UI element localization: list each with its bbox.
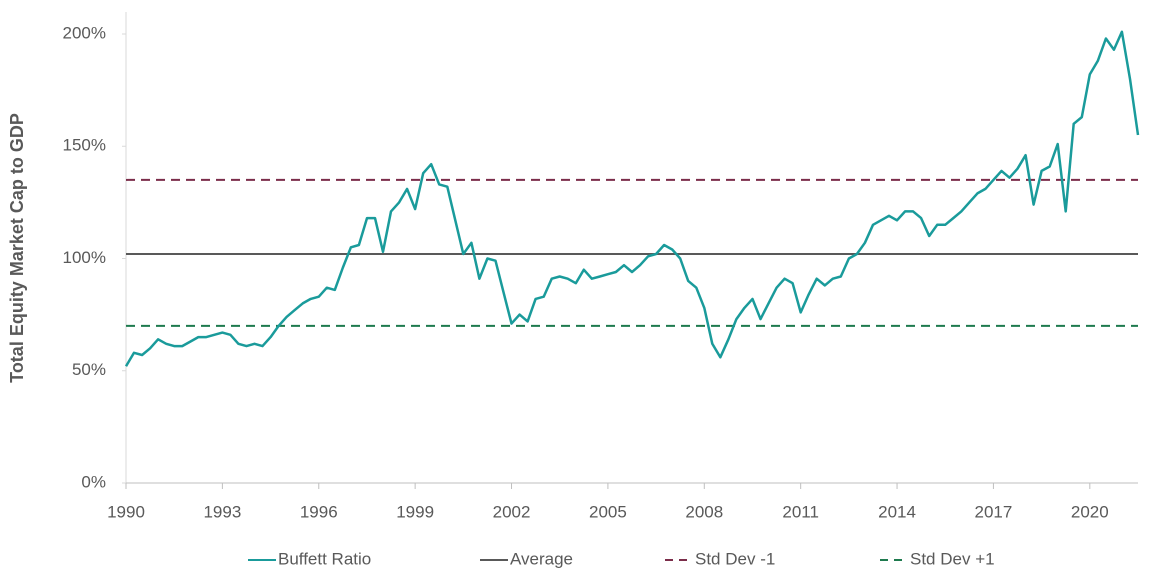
x-tick-label: 2014 bbox=[878, 502, 916, 521]
y-axis-label: Total Equity Market Cap to GDP bbox=[7, 113, 27, 383]
x-tick-label: 2017 bbox=[975, 502, 1013, 521]
legend-label: Average bbox=[510, 549, 573, 568]
x-tick-label: 1996 bbox=[300, 502, 338, 521]
legend-label: Std Dev -1 bbox=[695, 549, 775, 568]
x-tick-label: 2020 bbox=[1071, 502, 1109, 521]
y-tick-label: 50% bbox=[72, 360, 106, 379]
x-tick-label: 1999 bbox=[396, 502, 434, 521]
y-tick-label: 200% bbox=[63, 23, 106, 42]
x-tick-label: 2011 bbox=[782, 502, 819, 521]
y-tick-label: 150% bbox=[63, 136, 106, 155]
y-tick-label: 0% bbox=[81, 472, 106, 491]
data-line bbox=[124, 30, 1140, 367]
x-tick-label: 1993 bbox=[203, 502, 241, 521]
legend-label: Std Dev +1 bbox=[910, 549, 995, 568]
x-tick-label: 2002 bbox=[493, 502, 531, 521]
legend-label: Buffett Ratio bbox=[278, 549, 371, 568]
x-tick-label: 2008 bbox=[685, 502, 723, 521]
x-tick-label: 1990 bbox=[107, 502, 145, 521]
x-tick-label: 2005 bbox=[589, 502, 627, 521]
y-tick-label: 100% bbox=[63, 248, 106, 267]
